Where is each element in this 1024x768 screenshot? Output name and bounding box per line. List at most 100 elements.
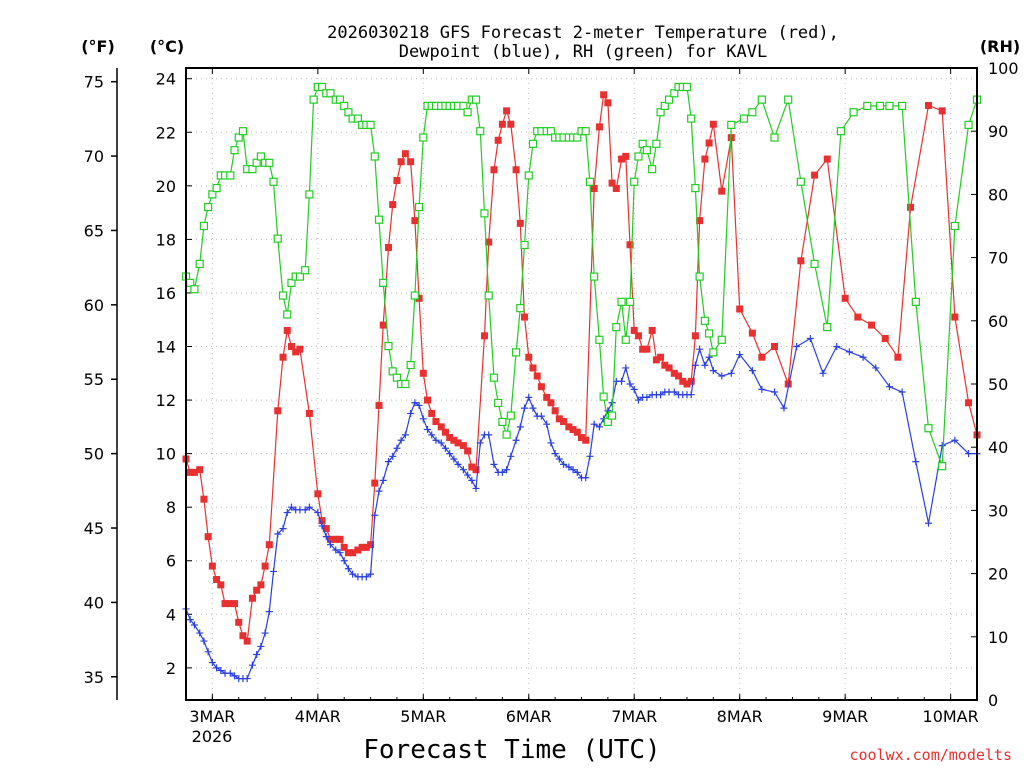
dewpoint-point <box>521 404 529 412</box>
dewpoint-point <box>806 334 814 342</box>
dewpoint-point <box>186 616 194 624</box>
rh-point <box>717 335 726 344</box>
dewpoint-point <box>543 420 551 428</box>
temperature-point <box>340 543 348 551</box>
dewpoint-point <box>551 450 559 458</box>
temperature-point <box>261 562 269 570</box>
rh-point <box>401 379 410 389</box>
rh-point <box>498 417 507 427</box>
dewpoint-point <box>657 391 665 399</box>
rh-point <box>204 202 213 212</box>
dewpoint-point <box>407 409 415 417</box>
celsius-tick-label: 10 <box>156 445 176 464</box>
temperature-point <box>507 120 515 128</box>
rh-tick-label: 30 <box>988 501 1008 520</box>
dewpoint-point <box>485 431 493 439</box>
temperature-point <box>634 332 642 340</box>
fahrenheit-tick-label: 70 <box>84 147 104 166</box>
rh-point <box>595 335 604 344</box>
rh-point <box>648 165 657 174</box>
dewpoint-point <box>547 439 555 447</box>
rh-point <box>344 108 353 117</box>
celsius-tick-label: 20 <box>156 177 176 196</box>
rh-point <box>634 152 643 161</box>
temperature-point <box>389 201 397 209</box>
fahrenheit-tick-label: 50 <box>84 445 104 464</box>
rh-point <box>607 411 617 420</box>
rh-point <box>459 101 468 111</box>
rh-point <box>295 272 305 281</box>
dewpoint-point <box>349 570 357 578</box>
rh-point <box>305 190 314 199</box>
temperature-point <box>612 185 620 193</box>
temperature-point <box>868 321 876 329</box>
dewpoint-point <box>441 444 449 452</box>
rh-point <box>463 108 472 117</box>
x-tick-label: 5MAR <box>400 707 446 726</box>
rh-point <box>863 101 872 111</box>
chart-title-line2: Dewpoint (blue), RH (green) for KAVL <box>399 42 767 62</box>
temperature-point <box>248 594 256 602</box>
rh-point <box>230 146 239 155</box>
rh-point <box>630 177 639 186</box>
rh-point <box>384 341 393 351</box>
temperature-point <box>283 326 291 334</box>
dewpoint-point <box>248 661 256 669</box>
celsius-axis-unit: (°C) <box>150 37 184 56</box>
rh-tick-label: 100 <box>988 59 1019 78</box>
dewpoint-point <box>318 522 326 530</box>
temperature-point <box>424 396 432 404</box>
rh-tick-label: 0 <box>988 691 998 710</box>
dewpoint-point <box>415 401 423 409</box>
dewpoint-point <box>626 380 634 388</box>
chart-title-line1: 2026030218 GFS Forecast 2-meter Temperat… <box>327 23 839 43</box>
rh-point <box>208 190 217 199</box>
rh-point <box>660 101 669 111</box>
temperature-point <box>691 332 699 340</box>
dewpoint-point <box>446 450 454 458</box>
temperature-point <box>305 409 313 417</box>
dewpoint-point <box>270 567 278 575</box>
rh-point <box>489 373 499 382</box>
temperature-point <box>630 326 638 334</box>
temperature-point <box>657 353 665 361</box>
rh-point <box>471 95 481 104</box>
rh-point <box>621 335 630 344</box>
dewpoint-point <box>243 675 251 683</box>
temperature-point <box>701 155 709 163</box>
temperature-point <box>468 463 476 471</box>
rh-point <box>410 291 419 300</box>
temperature-point <box>639 345 647 353</box>
dewpoint-point <box>454 460 462 468</box>
temperature-point <box>454 439 462 447</box>
temperature-point <box>573 428 581 436</box>
axes: 3MAR 4MAR 5MAR 6MAR 7MAR 8MAR 9MAR 10MAR2468101… <box>84 59 1019 726</box>
rh-point <box>770 133 779 142</box>
temperature-point <box>407 158 415 166</box>
rh-point <box>278 291 288 300</box>
dewpoint-point <box>525 393 533 401</box>
rh-point <box>248 165 257 174</box>
temperature-point <box>679 377 687 385</box>
rh-point <box>836 127 846 136</box>
rh-point <box>484 291 493 300</box>
temperature-point <box>411 217 419 225</box>
dewpoint-point <box>709 367 717 375</box>
dewpoint-point <box>618 377 626 385</box>
temperature-point <box>648 326 656 334</box>
temperature-point <box>503 107 511 115</box>
dewpoint-point <box>287 503 295 511</box>
rh-point <box>212 183 221 193</box>
temperature-point <box>428 409 436 417</box>
rh-point <box>326 89 335 98</box>
rh-point <box>911 297 920 306</box>
dewpoint-point <box>687 391 695 399</box>
temperature-point <box>190 468 198 476</box>
rh-point <box>370 152 379 161</box>
dewpoint-point <box>590 420 598 428</box>
dewpoint-point <box>332 546 340 554</box>
temperature-point <box>213 575 221 583</box>
temperature-point <box>622 152 630 160</box>
rh-point <box>195 259 204 269</box>
